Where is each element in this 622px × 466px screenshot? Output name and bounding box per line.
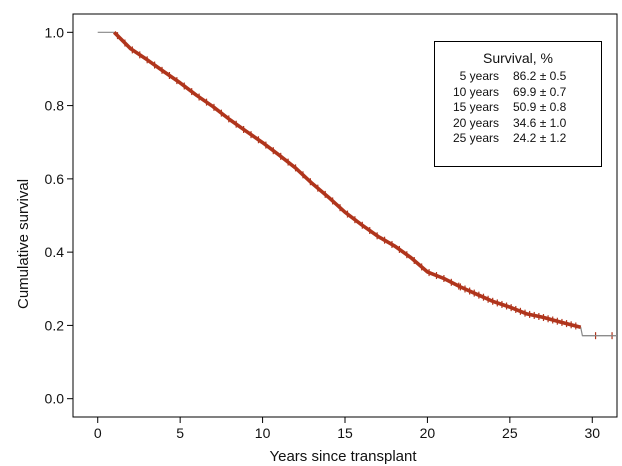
x-axis-title: Years since transplant bbox=[269, 448, 417, 465]
x-tick-label: 10 bbox=[255, 425, 271, 441]
legend-label: 5 years bbox=[459, 69, 499, 83]
survival-series bbox=[97, 31, 617, 340]
y-axis: 0.0 0.2 0.4 0.6 0.8 1.0 bbox=[45, 24, 73, 407]
legend-value: 86.2 ± 0.5 bbox=[513, 69, 567, 83]
x-tick-label: 15 bbox=[337, 425, 353, 441]
legend-row-10y: 10 years 69.9 ± 0.7 bbox=[435, 85, 601, 101]
legend-row-20y: 20 years 34.6 ± 1.0 bbox=[435, 116, 601, 132]
legend-title: Survival, % bbox=[482, 50, 554, 66]
x-tick-label: 0 bbox=[94, 425, 102, 441]
x-tick-label: 25 bbox=[502, 425, 518, 441]
legend-row-5y: 5 years 86.2 ± 0.5 bbox=[435, 69, 601, 85]
legend-label: 25 years bbox=[452, 131, 499, 146]
legend-value: 50.9 ± 0.8 bbox=[513, 100, 567, 115]
legend-label: 15 years bbox=[452, 100, 499, 115]
y-tick-label: 0.4 bbox=[45, 244, 65, 260]
y-axis-title: Cumulative survival bbox=[15, 179, 32, 309]
x-tick-label: 20 bbox=[420, 425, 436, 441]
legend-value: 34.6 ± 1.0 bbox=[513, 115, 567, 130]
y-tick-label: 0.8 bbox=[45, 98, 65, 114]
legend-label: 20 years bbox=[452, 115, 499, 130]
x-tick-label: 5 bbox=[176, 425, 184, 441]
y-tick-label: 0.6 bbox=[45, 171, 65, 187]
legend-label: 10 years bbox=[452, 84, 499, 99]
y-tick-label: 0.2 bbox=[45, 317, 65, 333]
y-tick-label: 1.0 bbox=[45, 24, 65, 40]
legend-row-25y: 25 years 24.2 ± 1.2 bbox=[435, 131, 601, 147]
x-tick-label: 30 bbox=[584, 425, 600, 441]
legend-box: Survival, % 5 years 86.2 ± 0.5 10 years … bbox=[434, 41, 602, 167]
legend-value: 24.2 ± 1.2 bbox=[513, 131, 567, 146]
x-axis: 0 5 10 15 20 25 30 bbox=[94, 417, 600, 441]
legend-value: 69.9 ± 0.7 bbox=[513, 84, 567, 99]
y-tick-label: 0.0 bbox=[45, 391, 65, 407]
legend-row-15y: 15 years 50.9 ± 0.8 bbox=[435, 100, 601, 116]
series-layer bbox=[97, 31, 617, 340]
